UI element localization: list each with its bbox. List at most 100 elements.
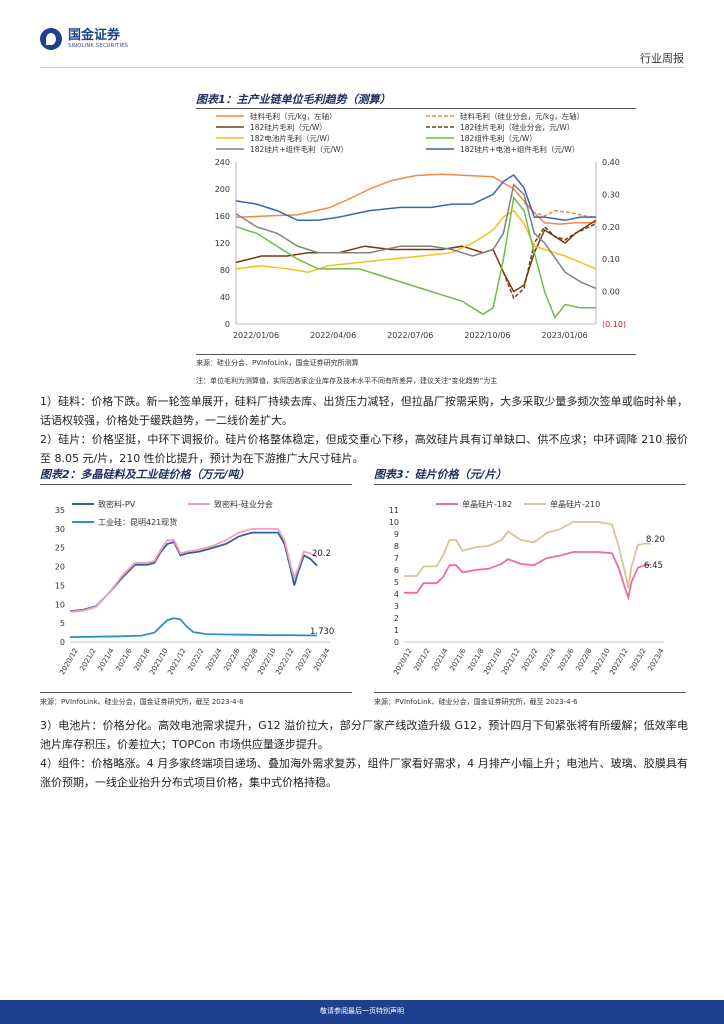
x-tick-4: 2021/8 <box>132 647 151 672</box>
series-line-2 <box>404 521 651 589</box>
legend-label-3: 182硅片毛利（元/W） <box>250 122 327 132</box>
x-tick-2: 2021/4 <box>430 647 450 673</box>
y-tick-3: 3 <box>394 602 399 611</box>
y-tick-2: 2 <box>394 614 399 623</box>
x-tick-13: 2023/2 <box>628 647 647 672</box>
y-tick-35: 35 <box>55 506 65 515</box>
y-tick-0: 0 <box>394 638 399 647</box>
figure1-source: 来源：硅业分会、PVInfoLink，国金证券研究所测算 <box>196 359 359 367</box>
figure1-note: 注：单位毛利为测算值，实际因各家企业库存及技术水平不同有所差异，建议关注“变化趋… <box>196 377 498 385</box>
x-tick-10: 2022/8 <box>240 647 259 672</box>
legend-label-4: 182硅片毛利（硅业分会，元/W） <box>460 122 574 132</box>
end-label-1: 8.20 <box>646 535 665 545</box>
series-line-7 <box>235 183 597 290</box>
figure1-title: 图表1：主产业链单位毛利趋势（测算） <box>196 93 391 106</box>
legend-label-2: 硅料毛利（硅业分会，元/kg，左轴） <box>460 111 584 121</box>
figure2-title: 图表2：多晶硅料及工业硅价格（万元/吨） <box>40 468 250 481</box>
y-left-tick-80: 80 <box>220 266 230 275</box>
series-line-2 <box>69 528 318 613</box>
y-left-tick-120: 120 <box>215 239 230 248</box>
y-tick-0: 0 <box>60 638 65 647</box>
y-tick-5: 5 <box>394 578 399 587</box>
x-tick-9: 2022/6 <box>222 647 242 673</box>
end-label-2: 6.45 <box>644 561 663 571</box>
series-line-2 <box>523 201 597 219</box>
y-right-tick-3: 0.20 <box>602 223 620 232</box>
figure3-bottom-rule <box>374 692 686 693</box>
y-right-tick-1: 0.00 <box>602 288 620 297</box>
logo-icon <box>40 28 62 50</box>
x-tick-3: 2021/6 <box>448 647 468 673</box>
legend-label-6: 182组件毛利（元/W） <box>460 133 537 143</box>
series-line-1 <box>404 551 652 602</box>
x-tick-10: 2022/8 <box>574 647 593 672</box>
x-tick-0: 2022/01/06 <box>233 331 279 340</box>
x-tick-2: 2022/07/06 <box>387 331 433 340</box>
legend-label-1: 硅料毛利（元/kg，左轴） <box>250 111 337 121</box>
y-left-tick-200: 200 <box>215 185 230 194</box>
y-tick-5: 5 <box>60 619 65 628</box>
figure1-top-rule <box>196 108 636 109</box>
y-tick-4: 4 <box>394 590 399 599</box>
series-line-1 <box>69 531 318 612</box>
x-tick-7: 2022/2 <box>520 647 539 672</box>
x-tick-0: 2020/12 <box>392 647 413 676</box>
paragraph-module: 4）组件：价格略涨。4 月多家终端项目递场、叠加海外需求复苏，组件厂家看好需求，… <box>40 757 688 789</box>
y-left-tick-240: 240 <box>215 158 230 167</box>
y-right-tick-0: (0.10) <box>602 320 626 329</box>
x-tick-9: 2022/6 <box>556 647 576 673</box>
figure3-title: 图表3：硅片价格（元/片） <box>374 468 507 481</box>
x-tick-0: 2020/12 <box>58 647 79 676</box>
series-line-5 <box>235 209 597 273</box>
y-right-tick-4: 0.30 <box>602 190 620 199</box>
x-tick-4: 2023/01/06 <box>542 331 588 340</box>
company-name-cn: 国金证券 <box>68 28 121 43</box>
legend-label-3: 工业硅：昆明421现货 <box>98 517 177 527</box>
x-tick-2: 2021/4 <box>96 647 116 673</box>
y-tick-8: 8 <box>394 542 399 551</box>
legend-label-1: 单晶硅片-182 <box>462 499 512 509</box>
legend-label-2: 单晶硅片-210 <box>550 499 600 509</box>
figure3-source: 来源：PVInfoLink、硅业分会，国金证券研究所，截至 2023-4-6 <box>374 698 578 706</box>
figure3-chart: 单晶硅片-182 单晶硅片-210012345678910112020/12202… <box>389 499 666 676</box>
series-line-6 <box>235 195 596 319</box>
x-tick-1: 2021/2 <box>412 647 431 672</box>
x-tick-7: 2022/2 <box>186 647 205 672</box>
y-tick-20: 20 <box>55 563 65 572</box>
y-tick-30: 30 <box>55 525 65 534</box>
y-tick-25: 25 <box>55 544 65 553</box>
series-line-3 <box>69 617 318 638</box>
paragraph-wafer: 2）硅片：价格坚挺，中环下调报价。硅片价格整体稳定，但成交重心下移，高效硅片具有… <box>40 433 688 465</box>
series-line-4 <box>502 222 597 300</box>
y-tick-9: 9 <box>394 530 399 539</box>
footer-disclaimer: 敬请参阅最后一页特别声明 <box>320 1007 404 1015</box>
x-tick-1: 2022/04/06 <box>310 331 356 340</box>
y-right-tick-2: 0.10 <box>602 255 620 264</box>
y-tick-1: 1 <box>394 626 399 635</box>
y-right-tick-5: 0.40 <box>602 158 620 167</box>
company-logo: 国金证券 SINOLINK SECURITIES <box>40 28 128 50</box>
figure2-top-rule <box>40 484 352 485</box>
y-tick-6: 6 <box>394 566 399 575</box>
y-left-tick-0: 0 <box>225 320 230 329</box>
end-label-1: 20.2 <box>312 549 331 559</box>
header-divider <box>40 67 684 68</box>
x-tick-3: 2021/6 <box>114 647 134 673</box>
figure3-top-rule <box>374 484 686 485</box>
x-tick-8: 2022/4 <box>538 647 558 673</box>
figure2-source: 来源：PVInfoLink、硅业分会，国金证券研究所，截至 2023-4-6 <box>40 698 244 706</box>
legend-label-1: 致密料-PV <box>98 499 136 509</box>
y-tick-15: 15 <box>55 581 65 590</box>
legend-label-5: 182电池片毛利（元/W） <box>250 133 334 143</box>
figure2-bottom-rule <box>40 692 352 693</box>
x-tick-13: 2023/2 <box>294 647 313 672</box>
report-type: 行业周报 <box>640 52 684 65</box>
x-tick-1: 2021/2 <box>78 647 97 672</box>
y-tick-10: 10 <box>55 600 65 609</box>
x-tick-14: 2023/4 <box>646 647 666 673</box>
legend-label-2: 致密料-硅业分会 <box>214 499 273 509</box>
figure1-bottom-rule <box>196 354 636 355</box>
footer-bar: 敬请参阅最后一页特别声明 <box>0 1000 724 1024</box>
x-tick-3: 2022/10/06 <box>464 331 510 340</box>
